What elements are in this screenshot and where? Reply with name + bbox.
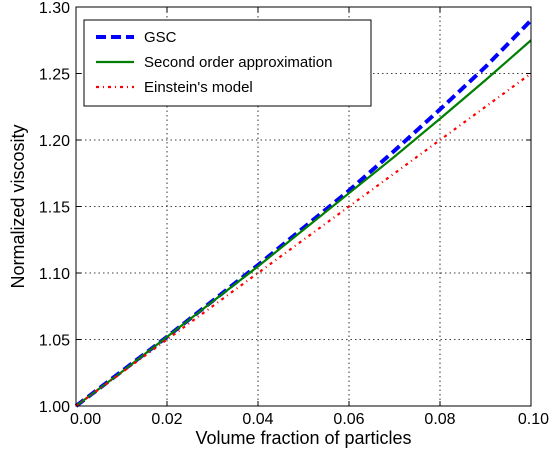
- x-tick-label: 0.00: [70, 411, 101, 428]
- series-line-2: [75, 72, 532, 407]
- y-tick-label: 1.10: [39, 266, 70, 283]
- x-tick-label: 0.08: [424, 411, 455, 428]
- x-axis-label: Volume fraction of particles: [195, 428, 411, 448]
- y-tick-label: 1.05: [39, 333, 70, 350]
- axis-ticks: 0.00 0.02 0.04 0.06 0.08 0.10 1.00 1.05 1.10 1.15…: [39, 0, 549, 428]
- legend-label-1: Second order approximation: [144, 54, 332, 71]
- x-tick-label: 0.02: [151, 411, 182, 428]
- y-tick-label: 1.15: [39, 200, 70, 217]
- x-tick-label: 0.06: [333, 411, 364, 428]
- y-tick-label: 1.30: [39, 0, 70, 17]
- legend-label-0: GSC: [144, 29, 177, 46]
- legend: GSC Second order approximation Einstein's …: [83, 19, 372, 107]
- x-tick-label: 0.04: [242, 411, 273, 428]
- y-tick-label: 1.20: [39, 133, 70, 150]
- series-line-1: [75, 39, 532, 407]
- y-tick-label: 1.00: [39, 399, 70, 416]
- series-lines: [74, 18, 533, 408]
- x-tick-label: 0.10: [518, 411, 549, 428]
- y-tick-label: 1.25: [39, 67, 70, 84]
- y-axis-label: Normalized viscosity: [8, 124, 28, 288]
- legend-label-2: Einstein's model: [144, 79, 253, 96]
